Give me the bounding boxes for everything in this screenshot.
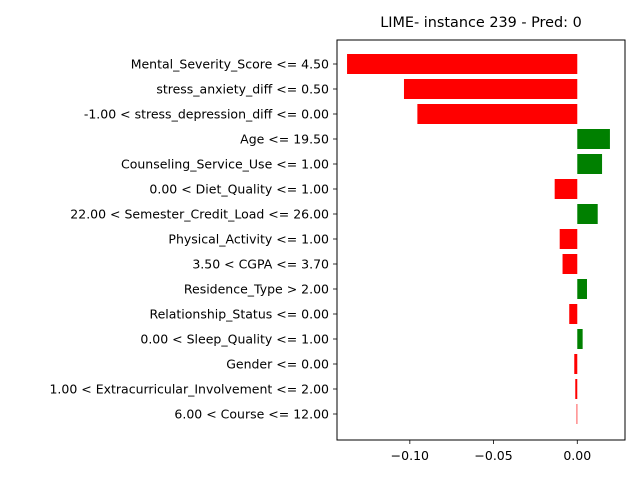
y-tick-label: Residence_Type > 2.00 <box>184 282 329 297</box>
y-tick-labels: Mental_Severity_Score <= 4.50 stress_anxi… <box>49 57 337 422</box>
y-tick-label: Relationship_Status <= 0.00 <box>149 307 329 322</box>
bar-7 <box>559 229 578 249</box>
bar-5 <box>554 179 578 199</box>
bar-12 <box>574 354 578 374</box>
y-tick-label: Gender <= 0.00 <box>226 357 329 372</box>
y-tick-label: -1.00 < stress_depression_diff <= 0.00 <box>84 107 329 122</box>
bars-layer <box>347 54 610 424</box>
bar-8 <box>562 254 578 274</box>
y-tick-label: 6.00 < Course <= 12.00 <box>174 407 329 422</box>
bar-11 <box>577 329 583 349</box>
bar-4 <box>577 154 603 174</box>
y-tick-label: 3.50 < CGPA <= 3.70 <box>192 257 329 272</box>
chart-title: LIME- instance 239 - Pred: 0 <box>380 15 581 31</box>
x-tick-label: −0.10 <box>391 448 429 463</box>
y-tick-label: 0.00 < Diet_Quality <= 1.00 <box>149 182 329 197</box>
y-tick-label: 22.00 < Semester_Credit_Load <= 26.00 <box>70 207 329 222</box>
y-tick-label: 1.00 < Extracurricular_Involvement <= 2.… <box>49 382 329 397</box>
bar-6 <box>577 204 598 224</box>
bar-1 <box>403 79 578 99</box>
bar-14 <box>576 404 578 424</box>
bar-9 <box>577 279 587 299</box>
x-ticks: −0.10 −0.05 0.00 <box>391 440 591 463</box>
bar-0 <box>347 54 578 74</box>
y-tick-label: Counseling_Service_Use <= 1.00 <box>121 157 329 172</box>
y-tick-label: stress_anxiety_diff <= 0.50 <box>156 82 329 97</box>
plot-frame <box>336 39 626 441</box>
bar-10 <box>569 304 578 324</box>
y-tick-label: Mental_Severity_Score <= 4.50 <box>131 57 329 72</box>
x-tick-label: −0.05 <box>474 448 512 463</box>
y-tick-label: Age <= 19.50 <box>240 132 329 147</box>
y-tick-label: Physical_Activity <= 1.00 <box>168 232 329 247</box>
bar-3 <box>577 129 610 149</box>
x-tick-label: 0.00 <box>563 448 591 463</box>
y-tick-label: 0.00 < Sleep_Quality <= 1.00 <box>140 332 329 347</box>
bar-2 <box>417 104 578 124</box>
bar-13 <box>575 379 578 399</box>
